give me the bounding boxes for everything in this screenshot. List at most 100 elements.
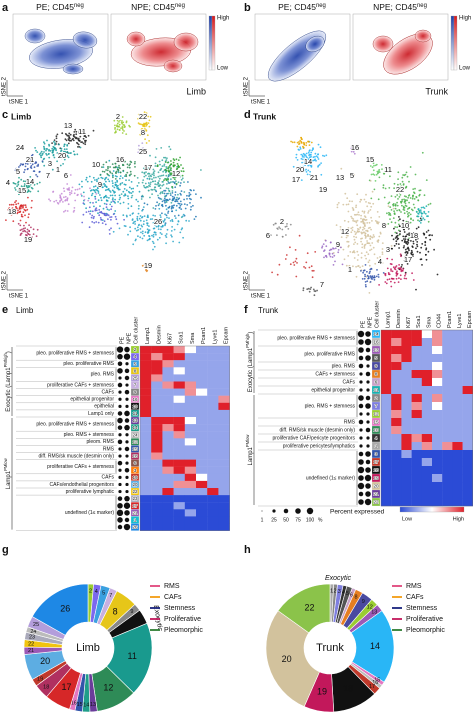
heat-cell (421, 498, 433, 507)
cell-dot (370, 173, 373, 176)
cell-dot (353, 257, 356, 259)
cell-dot (316, 289, 318, 292)
cell-dot (125, 214, 128, 217)
percent-dot (357, 330, 365, 338)
cell-dot (22, 227, 25, 230)
heat-cell (196, 388, 208, 396)
heat-cell (173, 388, 185, 396)
cell-dot (24, 168, 26, 171)
cell-dot (382, 184, 385, 187)
heat-cell (218, 388, 230, 396)
cell-dot (177, 159, 180, 162)
cell-dot (187, 181, 189, 183)
cell-dot (169, 174, 171, 177)
cell-dot (328, 252, 331, 255)
heat-cell (184, 402, 197, 411)
cluster-number: 18 (132, 454, 138, 459)
cell-dot (177, 166, 180, 169)
cell-dot (165, 178, 167, 180)
cell-dot (188, 195, 190, 198)
cell-dot (82, 202, 85, 205)
cell-dot (300, 142, 303, 144)
heat-cell (432, 370, 443, 379)
cell-dot (353, 235, 355, 238)
cluster-number: 7 (134, 383, 137, 388)
cell-dot (100, 218, 103, 221)
cell-dot (380, 164, 383, 166)
cell-dot (137, 212, 140, 215)
size-key-label: 1 (261, 517, 264, 523)
percent-dot (358, 395, 364, 401)
cell-dot (118, 164, 120, 167)
heat-cell (452, 338, 463, 347)
cell-dot (85, 178, 87, 181)
percent-dot (365, 459, 371, 465)
heat-cell (381, 498, 392, 507)
cell-dot (116, 187, 119, 190)
heat-cell (432, 466, 443, 475)
cell-dot (369, 270, 371, 273)
segment-label: 5 (102, 591, 105, 597)
cell-dot (162, 174, 165, 177)
cell-dot (179, 175, 182, 178)
cell-dot (162, 170, 165, 173)
cell-dot (401, 198, 404, 201)
cell-dot (355, 236, 358, 239)
cell-dot (104, 223, 107, 226)
cell-dot (94, 195, 96, 198)
cell-dot (414, 187, 416, 190)
cell-dot (108, 189, 111, 192)
heat-cell (207, 388, 219, 396)
percent-dot (124, 418, 130, 423)
percent-dot (359, 388, 363, 392)
cell-dot (392, 203, 394, 206)
cell-dot (276, 234, 278, 237)
cell-dot (157, 196, 160, 199)
cell-dot (384, 274, 387, 277)
cell-dot (69, 191, 71, 194)
cell-dot (118, 121, 120, 123)
cell-dot (25, 185, 28, 188)
cell-dot (385, 282, 388, 285)
percent-dot (364, 474, 372, 482)
heat-cell (401, 474, 412, 483)
cell-dot (69, 174, 72, 176)
cell-dot (148, 238, 150, 241)
cell-dot (369, 249, 371, 252)
cell-dot (97, 187, 99, 190)
cell-dot (418, 194, 421, 197)
cell-dot (135, 229, 138, 232)
cell-dot (368, 259, 371, 262)
cell-dot (186, 204, 189, 206)
cell-dot (76, 141, 78, 144)
cell-dot (132, 187, 135, 190)
cell-dot (193, 218, 196, 221)
cell-dot (111, 182, 114, 185)
heat-cell (184, 516, 197, 524)
cell-dot (60, 150, 62, 153)
cell-dot (357, 254, 360, 256)
cell-dot (154, 180, 157, 183)
heat-cell (432, 498, 443, 507)
cell-dot (104, 189, 107, 192)
cell-dot (397, 281, 400, 283)
percent-dot (359, 380, 363, 384)
panel-letter: d (244, 109, 251, 121)
cluster-number: 10 (132, 404, 138, 409)
cell-dot (139, 123, 142, 126)
cell-dot (336, 245, 339, 248)
cell-dot (165, 187, 168, 190)
segment-label: 13 (371, 610, 377, 616)
heat-cell (452, 442, 463, 451)
heat-cell (207, 459, 219, 467)
cell-dot (417, 226, 420, 229)
heat-cell (196, 402, 208, 411)
cell-dot (24, 227, 26, 230)
cell-dot (374, 164, 377, 167)
heat-cell (140, 353, 152, 361)
cell-dot (310, 154, 312, 156)
cell-dot (362, 231, 364, 234)
cell-dot (371, 190, 374, 193)
cell-dot (365, 193, 367, 196)
cell-dot (180, 170, 183, 173)
